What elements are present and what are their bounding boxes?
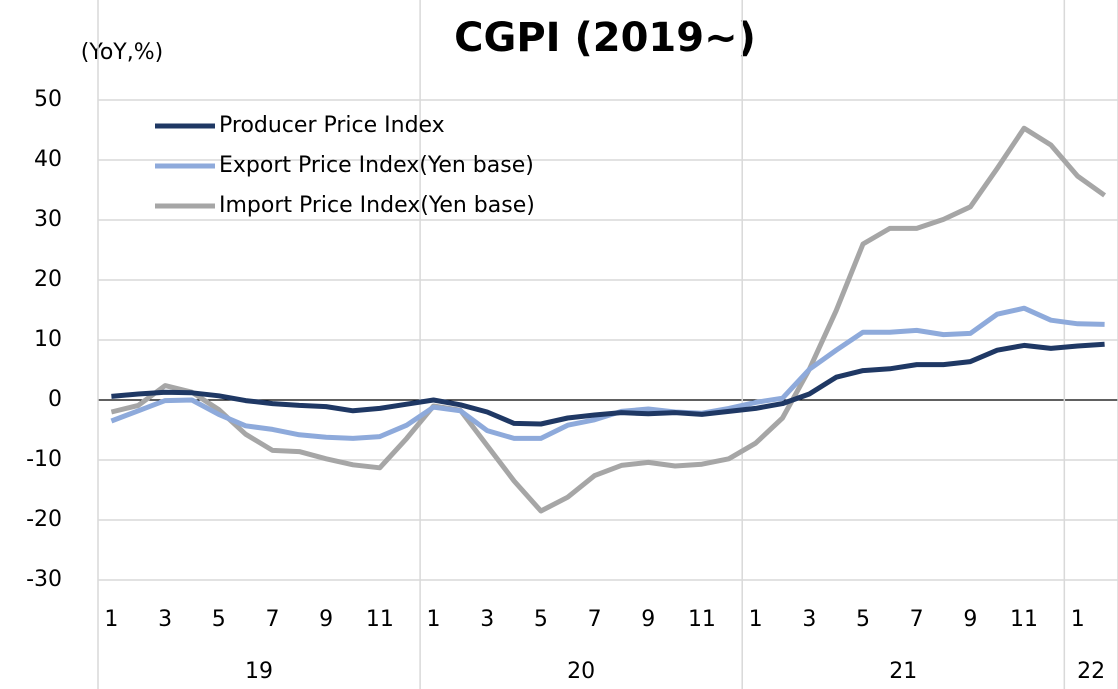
x-tick-label: 7 xyxy=(910,607,924,632)
x-tick-label: 5 xyxy=(212,607,226,632)
year-label: 21 xyxy=(889,659,917,684)
x-tick-label: 9 xyxy=(963,607,977,632)
x-tick-label: 11 xyxy=(688,607,716,632)
x-tick-label: 3 xyxy=(480,607,494,632)
y-tick-label: -10 xyxy=(26,447,62,472)
series-line xyxy=(110,125,1107,514)
x-tick-label: 11 xyxy=(1010,607,1038,632)
year-label: 19 xyxy=(245,659,273,684)
x-tick-label: 11 xyxy=(366,607,394,632)
legend-label: Export Price Index(Yen base) xyxy=(219,153,534,178)
x-tick-label: 9 xyxy=(319,607,333,632)
y-tick-label: 0 xyxy=(48,387,62,412)
x-tick-label: 3 xyxy=(158,607,172,632)
x-tick-label: 1 xyxy=(1071,607,1085,632)
x-tick-label: 1 xyxy=(104,607,118,632)
year-label: 22 xyxy=(1077,659,1105,684)
x-tick-label: 5 xyxy=(856,607,870,632)
y-tick-label: 50 xyxy=(34,87,62,112)
y-axis-label: (YoY,%) xyxy=(81,40,163,65)
legend-label: Import Price Index(Yen base) xyxy=(219,193,535,218)
x-tick-label: 1 xyxy=(749,607,763,632)
x-tick-label: 7 xyxy=(265,607,279,632)
x-tick-label: 7 xyxy=(588,607,602,632)
year-label: 20 xyxy=(567,659,595,684)
y-tick-label: 10 xyxy=(34,327,62,352)
x-tick-label: 5 xyxy=(534,607,548,632)
chart-title: CGPI (2019~) xyxy=(454,15,756,61)
y-tick-label: 40 xyxy=(34,147,62,172)
series-line xyxy=(111,341,1105,427)
y-tick-label: -20 xyxy=(26,507,62,532)
series-line xyxy=(110,305,1105,441)
y-tick-label: 30 xyxy=(34,207,62,232)
y-tick-label: -30 xyxy=(26,567,62,592)
x-tick-label: 9 xyxy=(641,607,655,632)
x-tick-label: 1 xyxy=(427,607,441,632)
legend-label: Producer Price Index xyxy=(219,113,445,138)
y-tick-label: 20 xyxy=(34,267,62,292)
x-tick-label: 3 xyxy=(802,607,816,632)
